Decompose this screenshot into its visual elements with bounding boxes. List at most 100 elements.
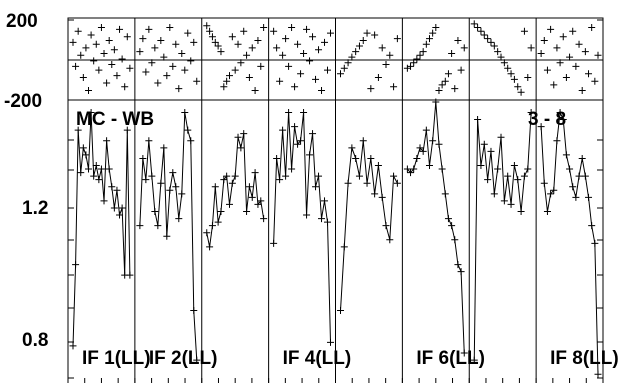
phase-point	[294, 40, 302, 48]
amp-point	[312, 183, 320, 191]
amp-point	[337, 307, 344, 315]
phase-point	[309, 33, 317, 41]
amp-point	[425, 162, 433, 170]
phase-point	[300, 49, 308, 57]
amp-point	[559, 116, 567, 124]
phase-point	[403, 64, 411, 72]
phase-point	[184, 29, 192, 37]
amp-point	[487, 147, 495, 155]
phase-point	[270, 27, 278, 35]
amp-point	[193, 356, 201, 364]
amp-point	[540, 179, 548, 187]
baseline-title: MC - WB	[76, 109, 154, 130]
phase-point	[507, 70, 515, 78]
amp-point	[270, 239, 278, 247]
amp-point	[74, 126, 82, 134]
amp-point	[148, 172, 156, 180]
phase-point	[490, 42, 498, 50]
phase-point	[562, 74, 570, 81]
phase-point	[231, 66, 239, 74]
amp-point	[234, 133, 242, 141]
amp-point	[206, 243, 214, 251]
amp-point	[352, 154, 360, 162]
phase-point	[585, 70, 593, 78]
phase-point	[312, 75, 320, 83]
amp-point	[77, 169, 85, 177]
phase-point	[448, 49, 456, 57]
phase-point	[422, 40, 430, 48]
amp-point	[327, 338, 334, 346]
phase-point	[234, 40, 242, 48]
amp-point	[572, 193, 580, 201]
phase-point	[121, 83, 129, 91]
amp-point	[527, 108, 535, 116]
amp-series-line	[473, 112, 532, 361]
amp-point	[105, 165, 113, 173]
amp-point	[382, 222, 390, 230]
phase-point	[327, 29, 334, 37]
antenna-pair-title: 3 - 8	[528, 109, 566, 130]
amp-point	[228, 179, 236, 187]
amp-point	[340, 243, 348, 251]
amp-point	[543, 208, 551, 215]
phase-point	[569, 27, 577, 35]
amp-point	[581, 172, 589, 180]
amp-point	[214, 218, 222, 226]
amp-point	[273, 154, 281, 162]
if-label: IF 1(LL)	[82, 348, 151, 369]
amp-point	[139, 154, 147, 162]
phase-point	[285, 62, 293, 70]
if-label: IF 2(LL)	[149, 348, 218, 369]
phase-point	[348, 53, 356, 61]
phase-point	[257, 62, 265, 70]
phase-point	[344, 59, 352, 67]
amp-point	[285, 108, 293, 116]
amp-point	[363, 179, 371, 187]
phase-point	[524, 74, 532, 81]
phase-point	[243, 51, 251, 59]
amp-point	[514, 176, 522, 184]
amp-point	[223, 172, 231, 180]
amp-point	[441, 190, 449, 198]
phase-point	[441, 77, 449, 85]
amp-point	[474, 116, 482, 124]
phase-point	[444, 70, 452, 78]
phase-point	[87, 31, 95, 39]
amp-point	[494, 165, 502, 173]
if-label: IF 4(LL)	[283, 348, 352, 369]
amp-point	[276, 176, 284, 184]
phase-point	[126, 64, 134, 72]
amp-point	[550, 186, 558, 194]
amp-point	[477, 162, 485, 170]
phase-point	[556, 59, 564, 67]
amp-point	[172, 183, 180, 191]
amp-point	[203, 229, 211, 237]
phase-point	[148, 59, 156, 67]
phase-point	[451, 85, 459, 93]
amp-point	[166, 186, 174, 194]
amp-point	[126, 271, 134, 279]
amp-point	[181, 108, 189, 116]
amp-point	[257, 197, 265, 205]
amp-point	[157, 179, 165, 187]
phase-point	[378, 44, 386, 52]
phase-point	[260, 24, 268, 32]
phase-point	[355, 42, 363, 50]
phase-point	[337, 70, 344, 78]
phase-point	[254, 37, 262, 44]
amp-point	[187, 137, 195, 145]
phase-point	[248, 44, 256, 52]
phase-point	[113, 72, 121, 80]
amp-point	[240, 130, 248, 138]
phase-point	[82, 44, 90, 52]
amp-point	[547, 190, 555, 198]
amp-point	[480, 140, 488, 148]
phase-point	[288, 24, 296, 32]
phase-point	[273, 44, 281, 52]
amp-point	[460, 349, 468, 357]
phase-point	[136, 48, 144, 56]
phase-point	[154, 79, 162, 87]
amp-point	[575, 172, 583, 180]
amp-point	[145, 137, 153, 145]
amp-point	[393, 179, 401, 187]
